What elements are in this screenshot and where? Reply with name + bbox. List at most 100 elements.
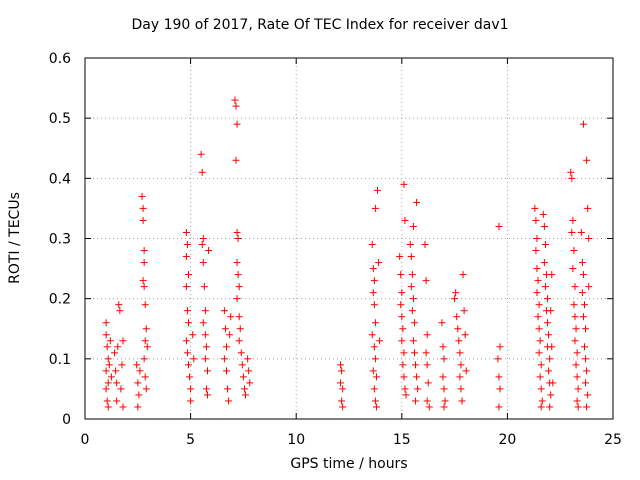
data-point (104, 379, 112, 387)
data-point (115, 301, 123, 309)
data-point (371, 397, 379, 405)
data-point (408, 271, 416, 279)
data-point (441, 397, 449, 405)
x-tick-label: 15 (393, 432, 411, 448)
data-point (585, 235, 593, 242)
data-point (183, 307, 191, 315)
data-point (233, 295, 241, 303)
data-point (223, 367, 231, 375)
data-point (541, 283, 549, 291)
data-point (546, 403, 554, 411)
data-point (220, 355, 228, 363)
data-point (141, 301, 149, 309)
data-point (533, 289, 541, 297)
data-point (140, 259, 148, 267)
data-point (233, 120, 241, 128)
data-point (545, 331, 553, 339)
y-tick-label: 0.2 (49, 292, 71, 308)
data-point (459, 271, 467, 279)
data-point (462, 367, 470, 375)
data-point (244, 355, 252, 363)
data-point (583, 367, 591, 375)
data-point (545, 367, 553, 375)
data-point (422, 277, 430, 285)
data-point (579, 313, 587, 321)
data-point (107, 373, 115, 381)
data-point (568, 174, 576, 182)
data-point (398, 337, 406, 345)
data-point (224, 385, 232, 393)
data-point (570, 301, 578, 309)
data-point (423, 397, 431, 405)
data-point (182, 253, 190, 261)
data-point (540, 222, 548, 230)
data-point (220, 307, 228, 315)
data-point (582, 379, 590, 387)
data-point (227, 313, 235, 321)
data-point (118, 361, 126, 369)
data-point (534, 277, 542, 285)
data-point (119, 403, 127, 411)
data-point (203, 367, 211, 375)
data-point (534, 313, 542, 321)
data-point (495, 373, 503, 381)
data-point (438, 319, 446, 327)
data-point (400, 180, 408, 188)
x-tick-label: 20 (498, 432, 516, 448)
data-point (189, 331, 197, 339)
y-tick-label: 0.5 (49, 111, 71, 127)
data-point (104, 403, 112, 411)
data-point (574, 403, 582, 411)
data-point (140, 247, 148, 255)
data-point (399, 361, 407, 369)
data-point (242, 391, 250, 399)
data-point (141, 373, 149, 381)
data-point (457, 385, 465, 393)
data-point (537, 361, 545, 369)
data-point (225, 397, 233, 405)
data-point (116, 307, 124, 315)
data-point (535, 349, 543, 357)
data-point (113, 397, 121, 405)
grid-lines (85, 58, 613, 419)
data-point (237, 349, 245, 357)
data-point (182, 283, 190, 291)
data-point (184, 271, 192, 279)
data-point (135, 391, 143, 399)
data-point (142, 385, 150, 393)
data-point (452, 289, 460, 297)
data-point (102, 385, 110, 393)
data-point (198, 241, 206, 249)
data-point (197, 150, 205, 158)
data-point (584, 391, 592, 399)
data-point (102, 319, 110, 327)
data-point (409, 295, 417, 303)
data-point (548, 271, 556, 279)
data-point (398, 289, 406, 297)
data-point (582, 355, 590, 363)
data-point (571, 313, 579, 321)
data-point (369, 289, 377, 297)
data-point (496, 343, 504, 351)
data-point (245, 367, 253, 375)
data-point (531, 204, 539, 212)
data-point (577, 228, 585, 236)
data-point (134, 403, 142, 411)
data-point (246, 379, 254, 387)
data-point (414, 385, 422, 393)
data-point (421, 241, 429, 249)
data-point (233, 228, 241, 236)
data-point (119, 337, 127, 345)
data-point (235, 313, 243, 321)
data-point (234, 271, 242, 279)
data-point (183, 241, 191, 249)
data-point (105, 361, 113, 369)
data-point (439, 373, 447, 381)
data-point (375, 259, 383, 267)
data-point (495, 403, 503, 411)
data-point (223, 343, 231, 351)
data-point (140, 283, 148, 291)
data-point (198, 168, 206, 176)
data-point (585, 283, 593, 291)
data-point (396, 253, 404, 261)
